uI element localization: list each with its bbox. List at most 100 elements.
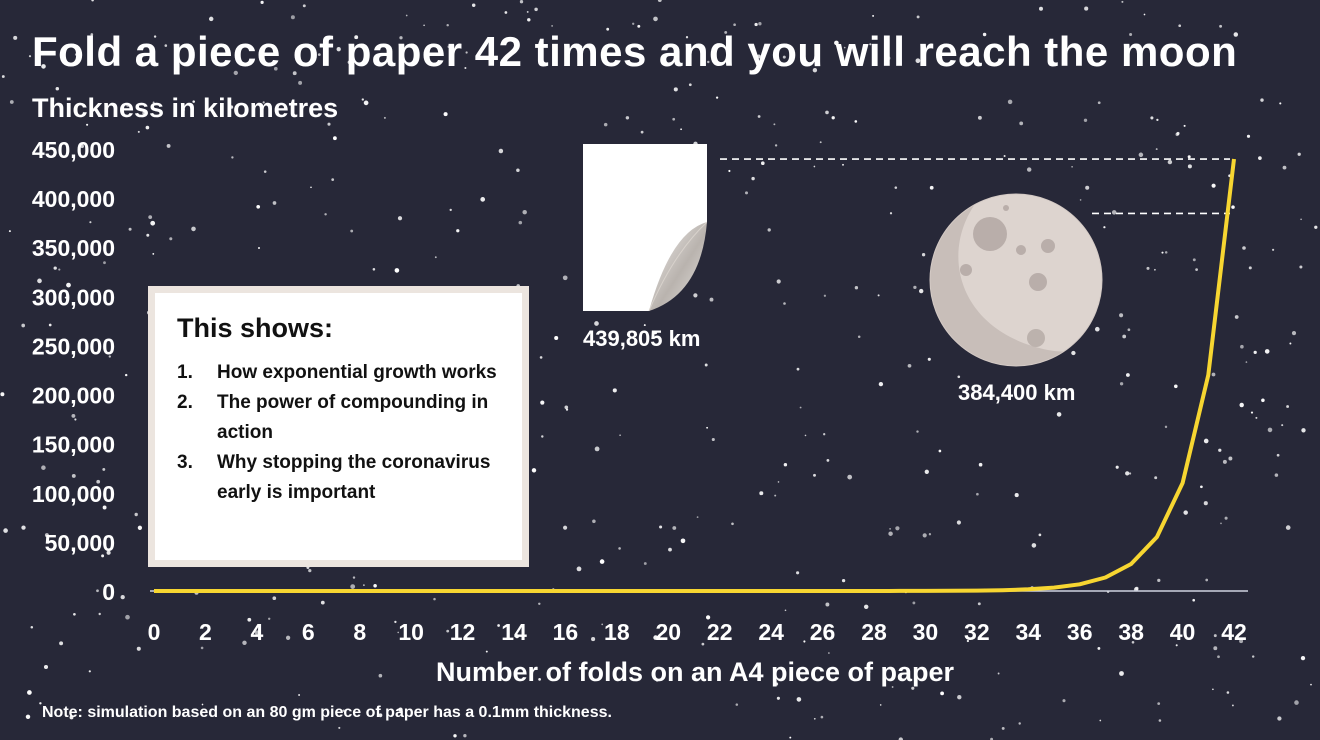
- star: [551, 25, 553, 27]
- x-axis-label: Number of folds on an A4 piece of paper: [435, 657, 955, 687]
- star: [317, 53, 321, 56]
- star: [680, 538, 686, 544]
- star: [640, 130, 644, 134]
- star: [921, 253, 926, 257]
- star: [453, 734, 457, 738]
- star: [59, 641, 64, 646]
- star: [1083, 118, 1088, 122]
- star: [606, 27, 610, 31]
- star: [1039, 6, 1043, 11]
- star: [1224, 516, 1228, 520]
- star: [1218, 448, 1222, 452]
- chart-title: Fold a piece of paper 42 times and you w…: [32, 28, 1238, 75]
- star: [342, 709, 345, 712]
- star: [256, 204, 261, 209]
- star: [1253, 350, 1257, 355]
- star: [102, 505, 107, 510]
- star: [1125, 471, 1130, 476]
- reference-lines: [720, 158, 1230, 215]
- star: [760, 161, 765, 166]
- star: [378, 713, 383, 718]
- star: [653, 330, 658, 335]
- star: [1178, 24, 1182, 28]
- star: [25, 714, 31, 720]
- star: [672, 526, 677, 530]
- star: [1205, 578, 1209, 582]
- star: [1084, 6, 1089, 11]
- star: [1018, 722, 1021, 725]
- star: [1211, 372, 1216, 377]
- star: [745, 191, 748, 195]
- paper-thickness-label: 439,805 km: [583, 326, 701, 351]
- star: [531, 468, 537, 473]
- star: [1300, 655, 1306, 661]
- star: [1251, 655, 1255, 658]
- star: [74, 418, 77, 421]
- star: [1103, 226, 1106, 229]
- star: [336, 47, 341, 52]
- star: [101, 554, 105, 558]
- star: [28, 55, 32, 58]
- star: [564, 405, 569, 410]
- star: [433, 597, 436, 601]
- star: [1158, 719, 1162, 722]
- star: [1248, 266, 1252, 270]
- star: [272, 596, 277, 601]
- star: [656, 680, 658, 682]
- star: [1260, 98, 1264, 102]
- moon-icon: [929, 193, 1103, 367]
- star: [978, 462, 983, 467]
- star: [782, 55, 786, 59]
- moon-distance-label: 384,400 km: [958, 380, 1076, 405]
- star: [625, 116, 630, 120]
- star: [758, 22, 762, 26]
- star: [39, 702, 42, 705]
- star: [823, 433, 826, 436]
- star: [1261, 398, 1265, 403]
- star: [1203, 438, 1209, 444]
- star: [88, 670, 91, 673]
- star: [166, 143, 171, 148]
- y-tick-label: 50,000: [45, 530, 115, 556]
- star: [150, 220, 156, 226]
- star: [1192, 598, 1196, 602]
- star: [128, 227, 132, 231]
- star: [1056, 412, 1062, 417]
- star: [126, 103, 130, 107]
- star: [1200, 485, 1203, 489]
- info-box-title: This shows:: [177, 313, 334, 343]
- star: [27, 690, 32, 695]
- star: [86, 123, 89, 126]
- star: [554, 335, 559, 341]
- star: [1187, 164, 1192, 169]
- star: [756, 54, 761, 59]
- star: [1299, 265, 1303, 269]
- star: [776, 696, 780, 700]
- star: [21, 525, 26, 530]
- star: [1119, 382, 1124, 386]
- star: [700, 50, 705, 55]
- star: [516, 168, 520, 172]
- star: [982, 32, 987, 37]
- star: [847, 474, 853, 480]
- star: [854, 120, 858, 123]
- star: [338, 726, 341, 729]
- star: [701, 642, 705, 646]
- list-item: 2. The power of compounding in action: [177, 388, 504, 448]
- star: [706, 426, 709, 429]
- star: [541, 435, 544, 438]
- star: [1286, 405, 1290, 408]
- info-box-list: 1. How exponential growth works 2. The p…: [177, 358, 504, 508]
- star: [53, 266, 57, 270]
- star: [1217, 655, 1220, 659]
- x-tick-label: 22: [707, 619, 733, 645]
- star: [518, 220, 523, 225]
- star: [562, 275, 568, 281]
- star: [109, 203, 113, 207]
- star: [1121, 0, 1124, 3]
- x-tick-label: 34: [1015, 619, 1041, 645]
- star: [834, 40, 839, 46]
- star: [1277, 716, 1282, 721]
- x-tick-label: 30: [913, 619, 939, 645]
